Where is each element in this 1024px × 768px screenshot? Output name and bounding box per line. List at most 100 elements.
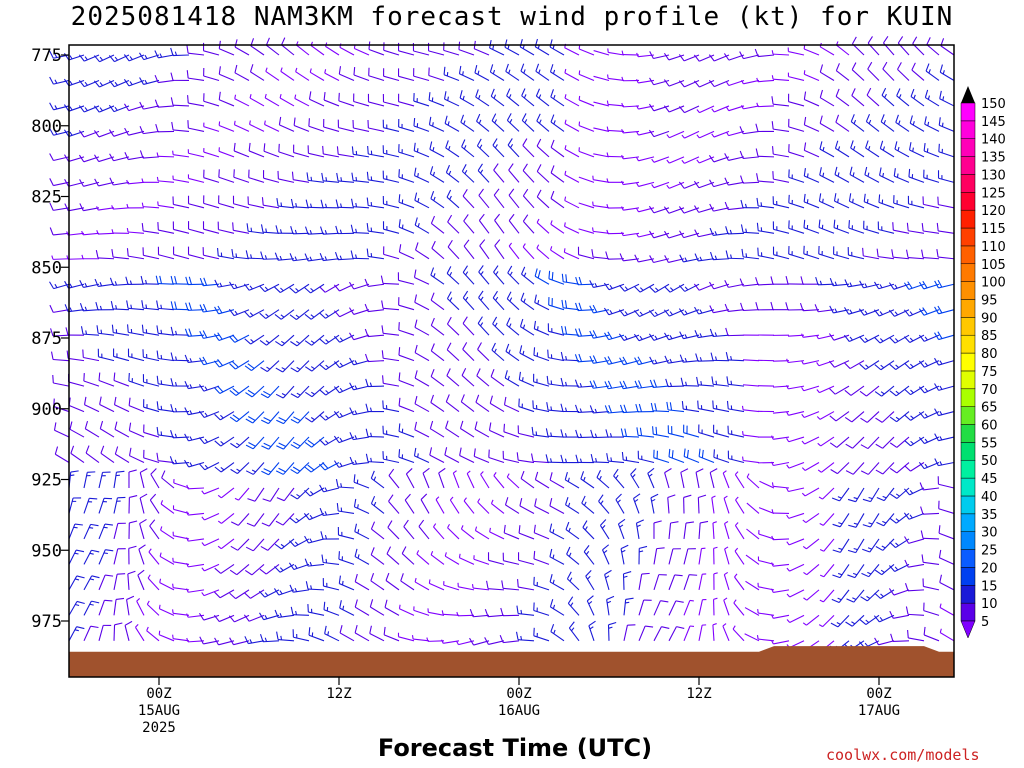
- wind-barb: [934, 305, 955, 315]
- wind-barb: [156, 152, 175, 158]
- wind-barb: [835, 63, 850, 81]
- wind-barb: [504, 497, 520, 514]
- wind-barb: [545, 428, 565, 438]
- wind-barb: [278, 143, 295, 158]
- wind-barb: [907, 629, 925, 642]
- colorbar-label: 85: [981, 329, 998, 344]
- wind-barb: [289, 513, 310, 524]
- wind-barb: [501, 580, 520, 591]
- wind-barb: [114, 446, 130, 463]
- wind-barb: [387, 520, 400, 540]
- x-tick-label: 15AUG: [138, 703, 180, 719]
- wind-barb: [889, 487, 910, 499]
- wind-barb: [452, 470, 460, 489]
- wind-barb: [113, 348, 130, 362]
- wind-barb: [198, 462, 220, 471]
- wind-barb: [893, 195, 910, 209]
- wind-barb: [333, 411, 355, 419]
- wind-barb: [623, 597, 634, 616]
- wind-barb: [291, 171, 310, 183]
- wind-barb: [803, 142, 820, 158]
- wind-barb: [463, 214, 475, 234]
- wind-barb: [740, 175, 760, 184]
- wind-barb: [921, 554, 940, 565]
- wind-barb: [938, 549, 955, 565]
- y-tick-label: 975: [31, 612, 62, 632]
- wind-barb: [588, 620, 596, 641]
- wind-barb: [756, 102, 775, 108]
- wind-barb: [201, 563, 220, 572]
- wind-barb: [98, 372, 115, 387]
- wind-barb: [533, 550, 550, 565]
- wind-barb: [446, 368, 460, 387]
- wind-barb: [903, 309, 925, 317]
- wind-barb: [635, 519, 644, 540]
- wind-barb: [723, 571, 730, 591]
- wind-barb: [428, 579, 445, 591]
- wind-barb: [261, 436, 280, 450]
- wind-barb: [466, 470, 475, 489]
- wind-barb: [920, 506, 940, 515]
- wind-barb: [229, 385, 250, 396]
- wind-barb: [186, 45, 205, 56]
- wind-barb: [755, 123, 775, 133]
- wind-barb: [383, 626, 400, 642]
- wind-barb: [339, 625, 355, 642]
- wind-barb: [249, 94, 265, 107]
- wind-barb: [693, 54, 715, 62]
- wind-barb: [549, 39, 565, 56]
- wind-barb: [98, 624, 112, 641]
- wind-barb: [863, 220, 880, 234]
- wind-barb: [198, 436, 220, 445]
- wind-barb: [365, 453, 385, 464]
- wind-barb: [319, 309, 340, 319]
- wind-barb: [78, 79, 100, 88]
- wind-barb: [713, 572, 718, 590]
- wind-barb: [819, 141, 835, 158]
- wind-barb: [756, 173, 775, 183]
- wind-barb: [289, 253, 310, 262]
- wind-barb: [708, 281, 730, 290]
- wind-barb: [198, 410, 220, 418]
- wind-barb: [199, 330, 220, 339]
- wind-barb: [835, 88, 850, 107]
- wind-barb: [416, 550, 430, 565]
- wind-barb: [653, 600, 669, 616]
- wind-barb: [816, 360, 835, 367]
- wind-barb: [79, 203, 100, 212]
- wind-barb: [201, 589, 220, 597]
- wind-barb: [906, 249, 925, 260]
- wind-barb: [912, 36, 925, 56]
- wind-barb: [290, 462, 310, 475]
- wind-barb: [109, 277, 130, 286]
- wind-barb: [723, 597, 730, 616]
- wind-barb: [851, 88, 865, 107]
- wind-barb: [874, 563, 895, 576]
- wind-barb: [381, 350, 400, 362]
- wind-barb: [443, 42, 460, 56]
- colorbar-swatch: [960, 192, 976, 211]
- wind-barb: [218, 195, 235, 209]
- wind-barb: [430, 267, 445, 285]
- wind-barb: [739, 278, 760, 287]
- wind-barb: [322, 145, 340, 158]
- wind-barb: [620, 544, 629, 565]
- wind-barb: [694, 229, 715, 238]
- wind-barb: [727, 425, 745, 438]
- wind-barb: [324, 69, 340, 81]
- wind-barb: [697, 400, 715, 413]
- wind-barb: [113, 470, 125, 489]
- wind-barb: [319, 252, 340, 262]
- colorbar-label: 100: [981, 276, 1006, 291]
- wind-barb: [725, 250, 745, 260]
- x-tick-label: 12Z: [326, 686, 351, 702]
- wind-barb: [66, 350, 85, 362]
- wind-barb: [771, 509, 790, 515]
- wind-barb: [547, 323, 565, 336]
- wind-barb: [214, 462, 235, 473]
- wind-barb: [877, 221, 895, 234]
- wind-barb: [632, 493, 641, 514]
- wind-barb: [622, 571, 632, 590]
- wind-barb: [829, 385, 850, 395]
- wind-barb: [920, 530, 940, 540]
